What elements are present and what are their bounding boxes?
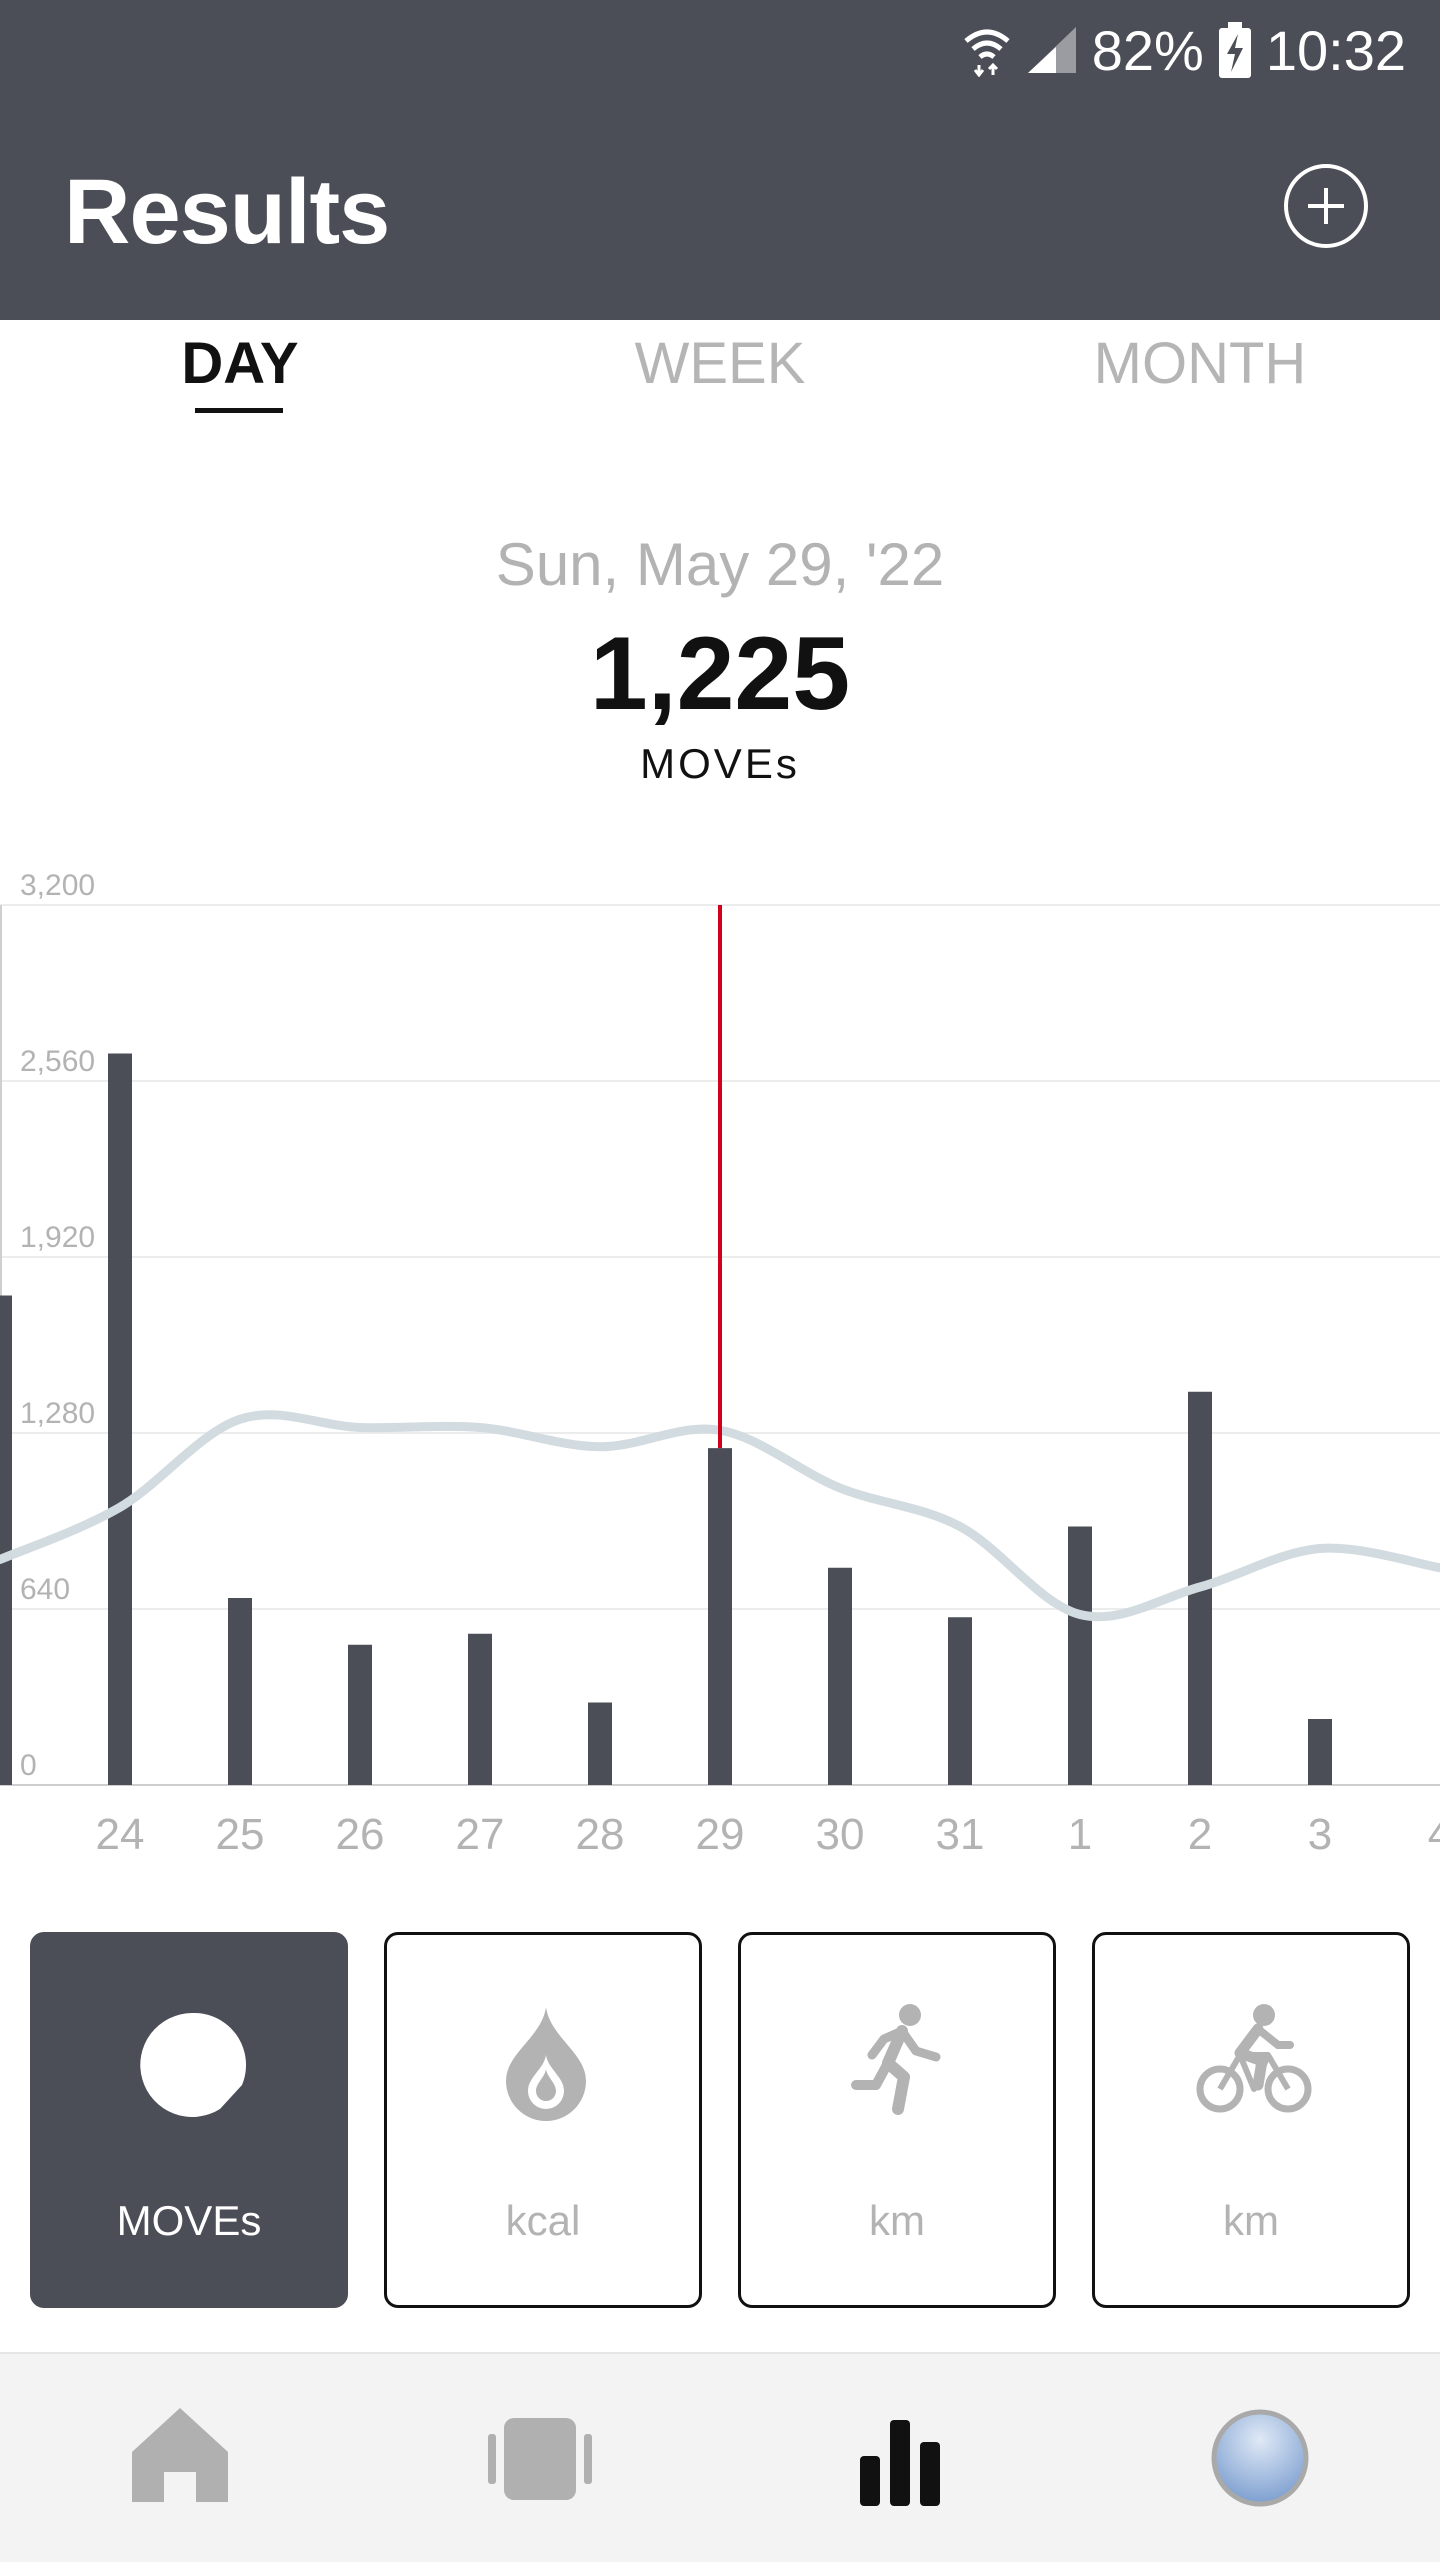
metric-label: km [869, 2197, 925, 2244]
tab-month[interactable]: MONTH [960, 320, 1440, 430]
x-tick-label: 27 [456, 1810, 505, 1859]
x-tick-label: 28 [576, 1810, 625, 1859]
x-tick-label: 2 [1188, 1810, 1212, 1859]
x-tick-label: 4 [1428, 1810, 1440, 1859]
results-icon [860, 2420, 940, 2506]
y-tick-label: 1,920 [20, 1221, 95, 1254]
x-tick-label: 24 [96, 1810, 145, 1859]
nav-profile[interactable] [1200, 2398, 1320, 2518]
tab-week[interactable]: WEEK [480, 320, 960, 430]
x-tick-label: 30 [816, 1810, 865, 1859]
metric-card-kcal[interactable]: kcal [384, 1932, 702, 2308]
metric-label: MOVEs [116, 2197, 262, 2244]
selected-unit: MOVEs [640, 740, 800, 787]
metric-card-running-distance[interactable]: km [738, 1932, 1056, 2308]
x-tick-label: 3 [1308, 1810, 1332, 1859]
battery-charging-icon [1218, 22, 1252, 78]
metric-label: km [1223, 2197, 1279, 2244]
cycling-icon [1196, 2004, 1312, 2113]
y-tick-label: 640 [20, 1573, 70, 1606]
flame-icon [506, 2007, 586, 2121]
nav-device[interactable] [480, 2398, 600, 2518]
selected-value: 1,225 [589, 616, 851, 732]
cellular-signal-icon [1026, 25, 1078, 75]
bar [828, 1567, 852, 1785]
bar [228, 1598, 252, 1785]
bar [468, 1633, 492, 1785]
x-tick-label: 1 [1068, 1810, 1092, 1859]
status-bar: 82% 10:32 [962, 18, 1406, 82]
device-icon [488, 2418, 592, 2500]
nav-home[interactable] [120, 2398, 240, 2518]
clock: 10:32 [1265, 18, 1406, 82]
tab-day-label: DAY [181, 331, 299, 396]
y-tick-label: 1,280 [20, 1397, 95, 1430]
y-tick-label: 2,560 [20, 1045, 95, 1078]
running-icon [851, 2004, 941, 2115]
app-bar: 82% 10:32 Results [0, 0, 1440, 320]
x-tick-label: 29 [696, 1810, 745, 1859]
home-icon [132, 2408, 228, 2502]
bar [1308, 1719, 1332, 1785]
bottom-navigation [0, 2352, 1440, 2562]
selected-date: Sun, May 29, '22 [495, 531, 945, 598]
page-title: Results [64, 161, 390, 263]
battery-percent: 82% [1091, 18, 1204, 82]
bar [588, 1702, 612, 1785]
metric-label: kcal [505, 2197, 581, 2244]
metric-selector: MOVEs kcal km km [0, 1932, 1440, 2310]
nav-results[interactable] [840, 2398, 960, 2518]
x-tick-label: 25 [216, 1810, 265, 1859]
add-button[interactable] [1284, 164, 1368, 248]
bar [108, 1053, 132, 1785]
bar [1068, 1526, 1092, 1785]
metric-card-cycling-distance[interactable]: km [1092, 1932, 1410, 2308]
period-tabs: DAY WEEK MONTH [0, 320, 1440, 430]
y-tick-label: 3,200 [20, 869, 95, 902]
bar [948, 1617, 972, 1785]
bar [0, 1295, 12, 1785]
x-tick-label: 31 [936, 1810, 985, 1859]
metric-card-moves[interactable]: MOVEs [30, 1932, 348, 2308]
tab-active-indicator [195, 408, 283, 413]
x-tick-label: 26 [336, 1810, 385, 1859]
plus-icon [1308, 188, 1344, 224]
profile-avatar [1211, 2409, 1309, 2507]
bar [708, 1448, 732, 1785]
wifi-icon [962, 23, 1012, 77]
tab-day[interactable]: DAY [0, 320, 480, 430]
tab-month-label: MONTH [1093, 331, 1307, 396]
y-tick-label: 0 [20, 1749, 37, 1782]
bar [348, 1644, 372, 1785]
moves-icon [140, 2012, 247, 2117]
tab-week-label: WEEK [634, 331, 806, 396]
